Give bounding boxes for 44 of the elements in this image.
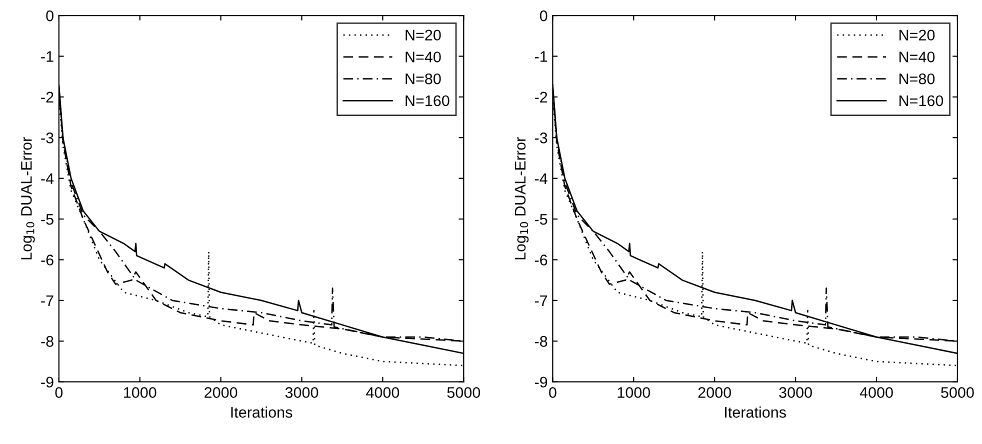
x-tick-label: 3000: [779, 387, 812, 398]
y-tick-label: -4: [41, 173, 54, 184]
y-tick-label: -3: [41, 132, 54, 144]
y-tick-label: -6: [41, 254, 54, 266]
x-tick-label: 1000: [618, 387, 650, 398]
y-tick-label: -5: [41, 214, 54, 225]
y-tick-label: -4: [534, 173, 548, 184]
y-axis-title: Log$_{10}$ DUAL-Error: [514, 137, 529, 260]
y-tick-label: -2: [41, 92, 54, 102]
legend-label: N=40: [406, 52, 441, 62]
x-tick-label: 2000: [698, 387, 731, 398]
y-tick-label: -8: [41, 336, 54, 347]
y-tick-label: -9: [41, 376, 54, 388]
legend-label: N=40: [900, 52, 935, 62]
legend-label: N=20: [406, 30, 441, 41]
x-tick-label: 5000: [447, 387, 480, 398]
y-tick-label: -1: [41, 51, 54, 62]
y-tick-label: -7: [534, 295, 548, 306]
y-tick-label: 0: [46, 10, 54, 22]
y-tick-label: 0: [540, 10, 548, 22]
legend-label: N=80: [900, 73, 935, 84]
legend-label: N=160: [900, 95, 944, 106]
x-tick-label: 4000: [366, 387, 400, 398]
x-tick-label: 5000: [941, 387, 974, 398]
y-tick-label: -5: [534, 214, 548, 225]
legend-label: N=80: [406, 73, 441, 84]
y-tick-label: -9: [534, 376, 548, 388]
x-tick-label: 2000: [204, 387, 238, 398]
x-tick-label: 1000: [124, 387, 156, 398]
x-tick-label: 0: [549, 387, 556, 398]
legend-label: N=160: [406, 95, 450, 106]
x-axis-title: Iterations: [231, 406, 292, 418]
y-tick-label: -2: [534, 92, 548, 102]
x-tick-label: 0: [55, 387, 63, 398]
y-axis-title: Log$_{10}$ DUAL-Error: [21, 137, 35, 260]
x-tick-label: 4000: [860, 387, 893, 398]
x-axis-title: Iterations: [725, 406, 786, 418]
x-tick-label: 3000: [285, 387, 318, 398]
y-tick-label: -7: [41, 295, 54, 306]
y-tick-label: -8: [534, 336, 548, 347]
y-tick-label: -6: [534, 254, 548, 266]
y-tick-label: -3: [534, 132, 548, 144]
y-tick-label: -1: [534, 51, 548, 62]
legend-label: N=20: [900, 30, 935, 41]
